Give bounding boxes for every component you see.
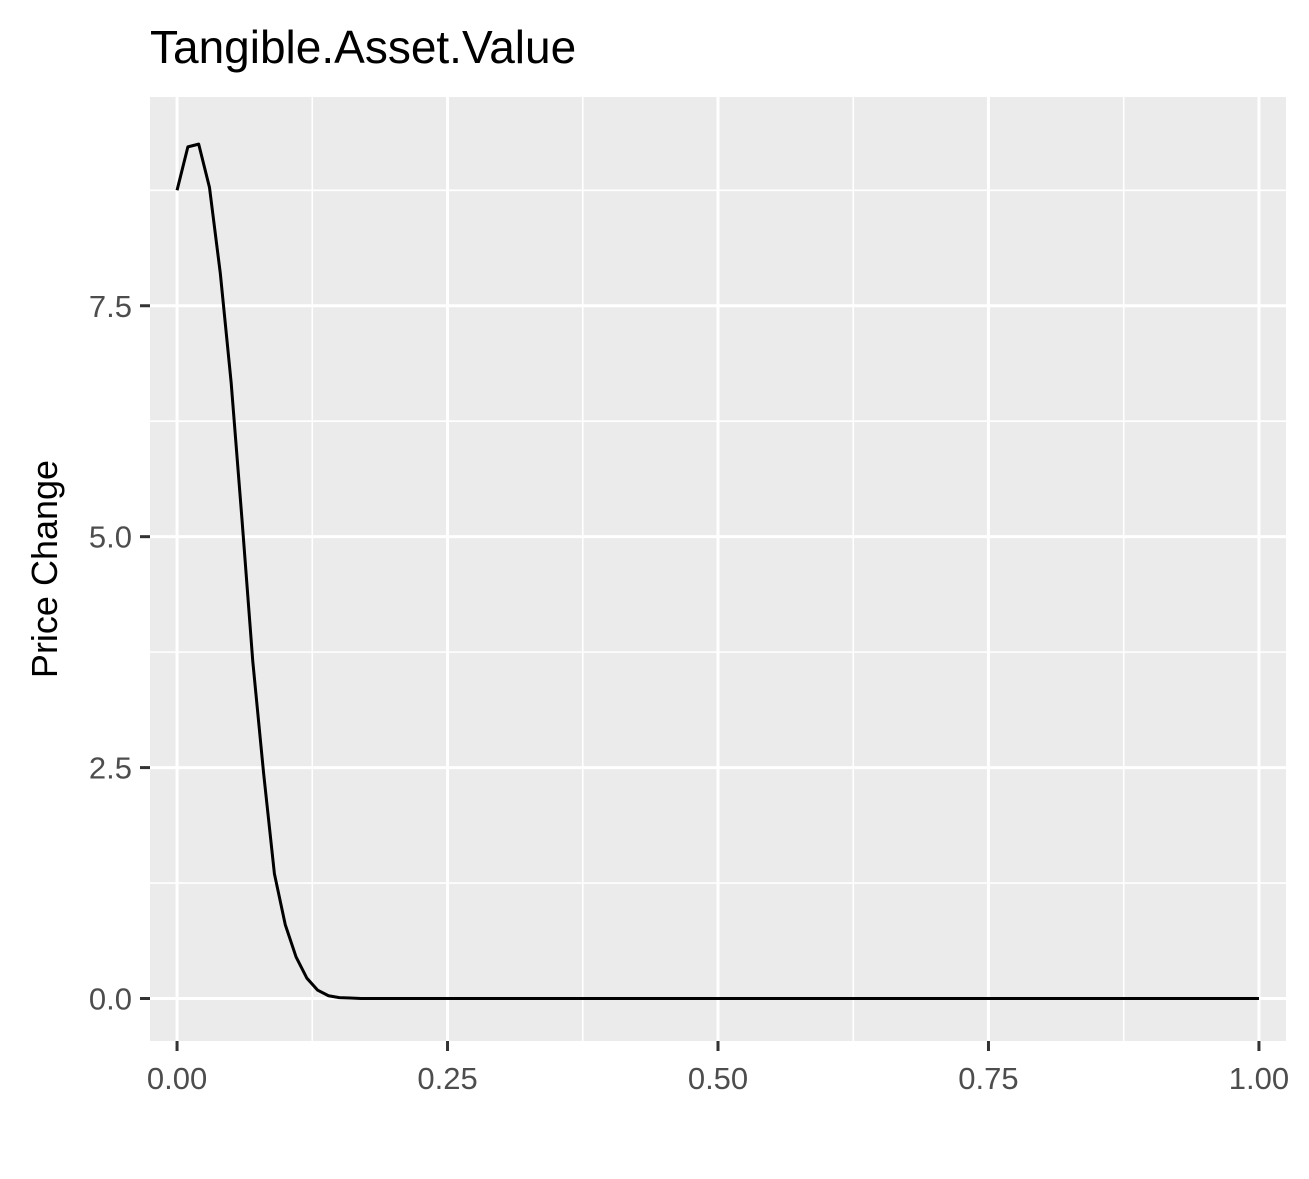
x-axis-ticks: 0.00 0.25 0.50 0.75 1.00 (147, 1041, 1289, 1096)
y-tick-label: 7.5 (89, 289, 132, 324)
x-tick-label: 0.75 (958, 1061, 1018, 1096)
y-tick-label: 5.0 (89, 520, 132, 555)
x-tick-label: 0.50 (688, 1061, 748, 1096)
y-tick-label: 2.5 (89, 751, 132, 786)
y-axis-title: Price Change (24, 460, 65, 678)
y-axis-ticks: 0.0 2.5 5.0 7.5 (89, 289, 150, 1017)
series-line (175, 142, 1259, 1001)
y-tick-label: 0.0 (89, 982, 132, 1017)
x-tick-label: 0.00 (147, 1061, 207, 1096)
x-tick-label: 0.25 (417, 1061, 477, 1096)
chart-title: Tangible.Asset.Value (150, 21, 576, 73)
x-tick-label: 1.00 (1229, 1061, 1289, 1096)
